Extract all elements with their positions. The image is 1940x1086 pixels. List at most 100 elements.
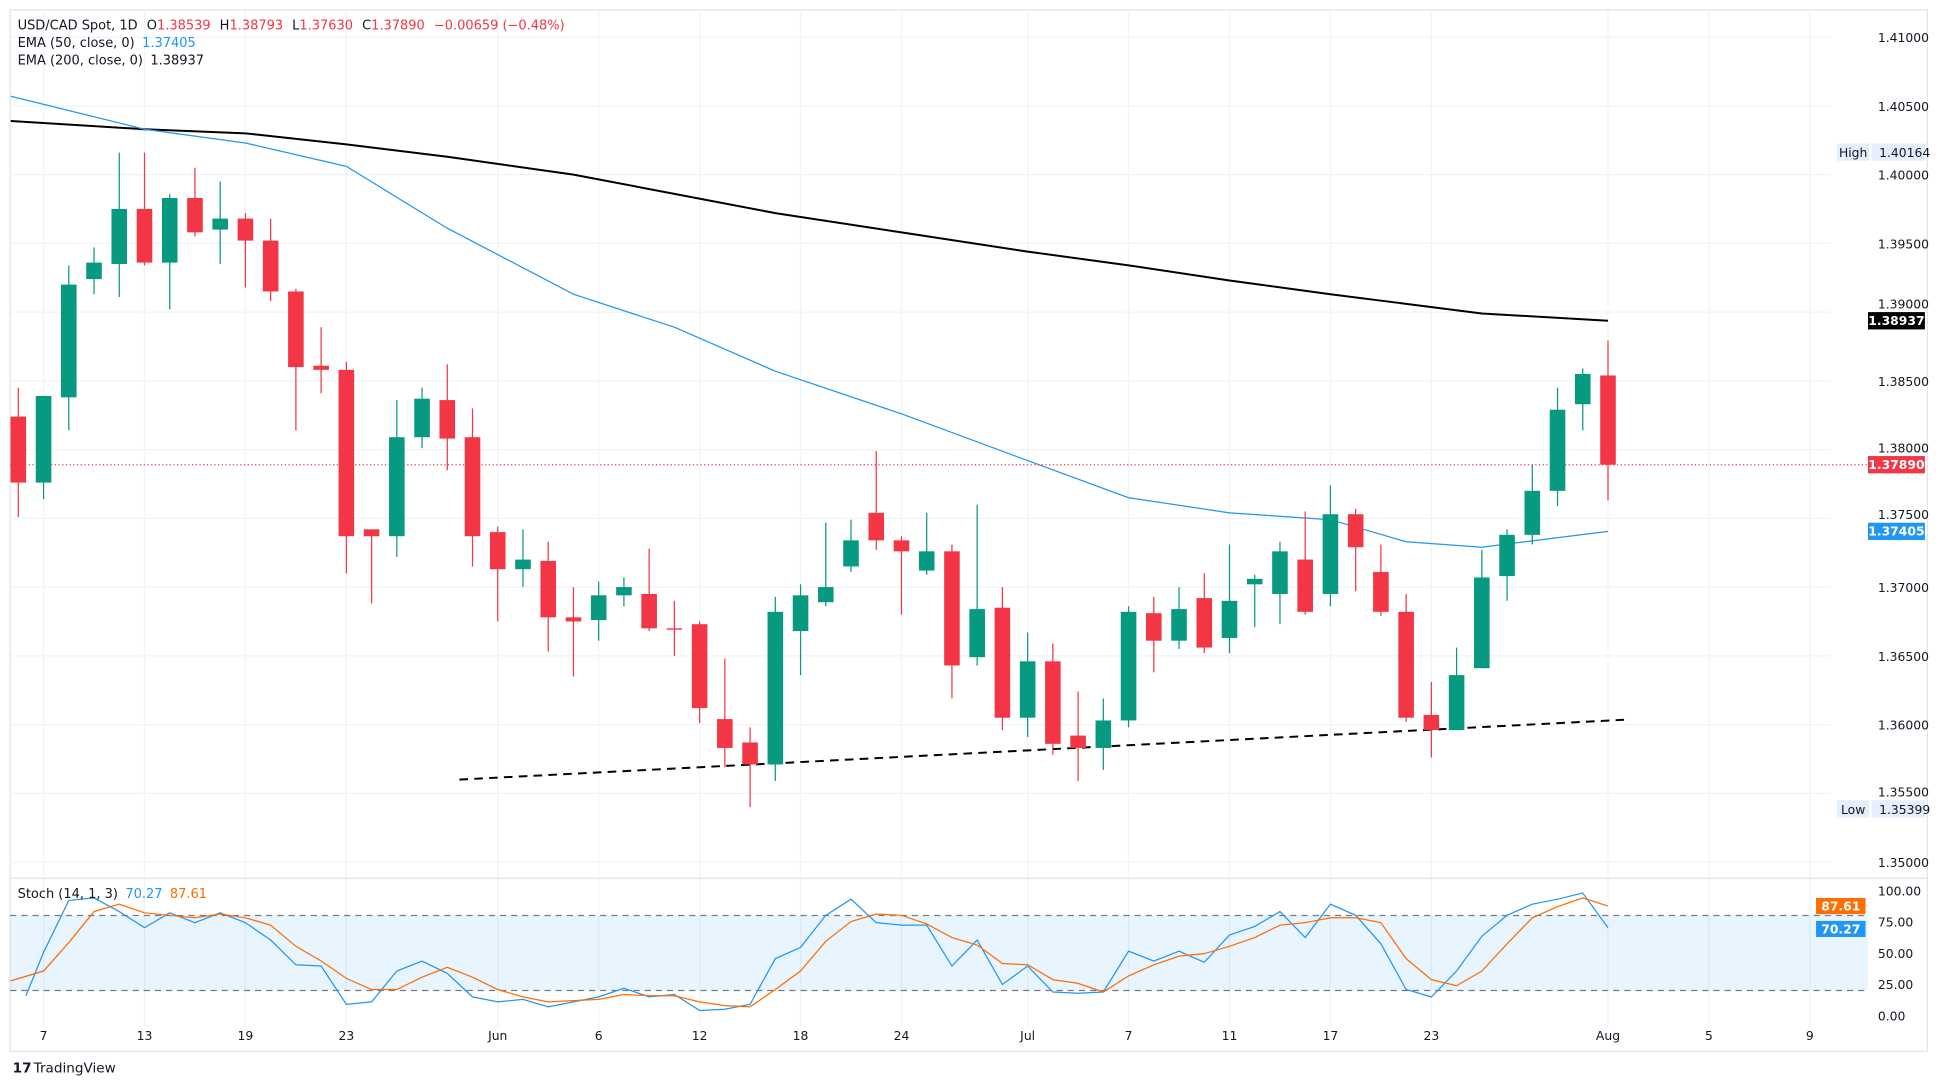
candle[interactable] [1221,544,1238,654]
candle[interactable] [1246,574,1263,627]
candle[interactable] [616,577,632,607]
candle[interactable] [187,167,203,237]
ema200-line[interactable] [10,119,1609,322]
price-pane[interactable] [10,95,1868,808]
tradingview-logo[interactable]: 17 TradingView [13,1060,116,1076]
candle[interactable] [1196,573,1213,654]
candle[interactable] [1297,511,1313,615]
candle[interactable] [1524,464,1541,545]
candle[interactable] [918,512,935,575]
x-tick-label: 18 [793,1029,809,1043]
candle[interactable] [1070,691,1086,781]
candle[interactable] [212,181,228,264]
candle[interactable] [1600,340,1616,501]
stoch-pane[interactable] [10,892,1868,1012]
candle[interactable] [111,152,128,297]
candle[interactable] [1549,387,1566,506]
candle[interactable] [389,400,405,557]
ema50-tag-bg [1867,522,1925,541]
candle[interactable] [565,587,582,677]
ema50-line[interactable] [10,95,1609,548]
candle[interactable] [893,536,910,615]
candle[interactable] [641,548,657,632]
candle[interactable] [868,450,885,550]
ema50-value: 1.37405 [142,36,196,51]
stoch-d-line[interactable] [10,897,1609,1008]
candle[interactable] [161,193,178,310]
y-tick-label: 1.35500 [1878,786,1929,800]
legend-symbol: USD/CAD Spot, 1D [18,19,138,34]
y-tick-label: 1.38500 [1878,375,1929,389]
candle[interactable] [767,596,784,781]
y-tick-label: 1.35000 [1878,856,1929,870]
candle[interactable] [10,387,27,517]
candle[interactable] [1448,647,1465,731]
candle[interactable] [1322,485,1339,607]
candle-body [1499,534,1515,577]
candle[interactable] [464,408,481,567]
legend-open: 1.38539 [157,19,211,34]
candle[interactable] [1423,681,1440,758]
candle[interactable] [515,529,531,588]
candle[interactable] [1272,541,1288,625]
candle[interactable] [1146,596,1162,673]
candle[interactable] [1574,368,1591,431]
candle[interactable] [86,247,102,295]
candle[interactable] [742,727,758,808]
candle[interactable] [1347,508,1364,592]
candle-body [1524,490,1541,535]
candle[interactable] [691,621,708,724]
candle[interactable] [313,327,329,394]
candle[interactable] [717,658,733,768]
candle[interactable] [540,541,557,652]
candle[interactable] [1398,593,1414,722]
candle[interactable] [817,522,834,607]
candle[interactable] [1171,587,1187,649]
stoch-k-line[interactable] [25,892,1609,1012]
x-tick-label: Jul [1019,1029,1035,1043]
candle-body [691,624,708,709]
candle[interactable] [439,364,456,471]
low-marker: Low 1.35399 [1837,800,1930,818]
candle-body [86,262,102,280]
candle[interactable] [1045,643,1061,755]
high-marker: High 1.40164 [1837,143,1930,161]
candle[interactable] [792,584,809,676]
candle[interactable] [363,529,380,604]
candle[interactable] [1019,632,1036,737]
candle-body [540,560,557,618]
candle[interactable] [1373,544,1389,616]
candle-body [1019,661,1036,718]
candle[interactable] [61,265,77,431]
candle-body [1045,661,1061,744]
candle[interactable] [1474,549,1490,669]
candle[interactable] [262,218,279,302]
candle[interactable] [843,519,859,572]
candle[interactable] [1499,529,1515,601]
candle[interactable] [35,395,52,500]
x-tick-label: 11 [1222,1029,1238,1043]
x-tick-label: 7 [1125,1029,1133,1043]
candle[interactable] [1120,606,1137,728]
candle[interactable] [136,152,153,266]
candle[interactable] [944,544,960,699]
candle[interactable] [338,361,355,574]
candle-body [489,532,506,570]
x-tick-label: 9 [1806,1029,1814,1043]
axes[interactable]: 7 13 19 23 Jun 6 12 18 24 Jul 7 11 17 23 Aug 5 9 1.41000 1… [40,31,1930,1043]
candle[interactable] [288,288,304,431]
candle[interactable] [590,581,607,641]
legend-ema200: EMA (200, close, 0) 1.38937 [18,53,204,68]
candle-body [363,529,380,537]
candle[interactable] [1095,698,1112,770]
legend-high: 1.38793 [229,19,283,34]
candle[interactable] [969,504,985,666]
legend-main: USD/CAD Spot, 1D O1.38539 H1.38793 L1.37… [18,19,565,34]
candle[interactable] [489,526,506,622]
candle[interactable] [666,600,683,656]
candle[interactable] [414,387,430,449]
candle-body [666,628,683,630]
candle[interactable] [994,587,1011,731]
candle[interactable] [237,213,254,288]
